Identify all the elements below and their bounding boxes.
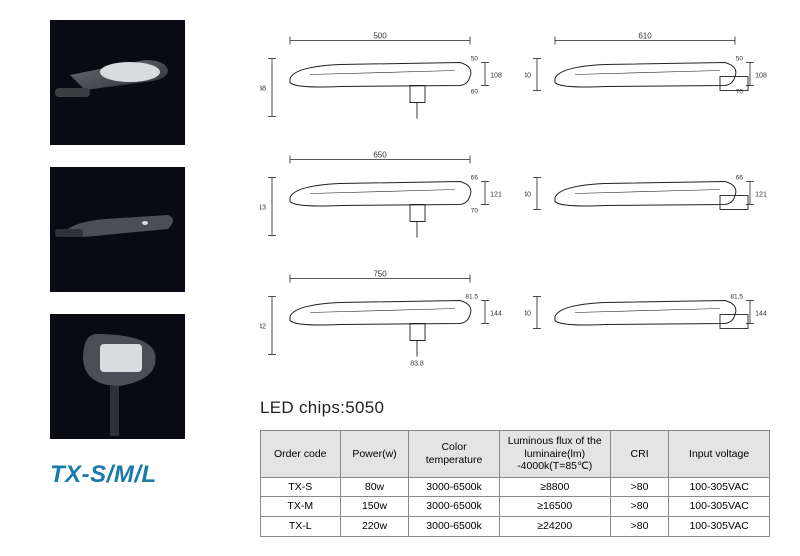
svg-text:70: 70 [736, 89, 744, 96]
table-row: TX-S80w3000-6500k≥8800>80100-305VAC [261, 477, 770, 497]
svg-text:108: 108 [755, 73, 767, 80]
technical-drawing-5: 750 144 81.5 242 83.8 [260, 266, 505, 371]
cell-ct: 3000-6500k [409, 516, 499, 536]
svg-text:50: 50 [471, 56, 479, 63]
svg-text:81.5: 81.5 [465, 294, 478, 301]
spec-section: LED chips:5050 Order code Power(w) Color… [260, 398, 770, 537]
th-lum: Luminous flux of the luminaire(lm) -4000… [499, 431, 610, 478]
cell-order: TX-S [261, 477, 341, 497]
product-photo-2 [50, 167, 185, 292]
product-photo-1 [50, 20, 185, 145]
th-ct: Color temperature [409, 431, 499, 478]
cell-ct: 3000-6500k [409, 477, 499, 497]
cell-lum: ≥16500 [499, 497, 610, 517]
svg-text:66: 66 [736, 175, 744, 182]
svg-text:81.5: 81.5 [730, 294, 743, 301]
cell-iv: 100-305VAC [669, 477, 770, 497]
svg-text:238: 238 [260, 86, 266, 93]
technical-drawing-2: 610 108 50 70 140 [525, 28, 770, 133]
led-chips-label: LED chips:5050 [260, 398, 770, 418]
th-iv: Input voltage [669, 431, 770, 478]
svg-text:750: 750 [373, 270, 387, 279]
table-row: TX-M150w3000-6500k≥16500>80100-305VAC [261, 497, 770, 517]
cell-cri: >80 [610, 516, 668, 536]
cell-power: 220w [340, 516, 409, 536]
cell-cri: >80 [610, 497, 668, 517]
cell-order: TX-M [261, 497, 341, 517]
cell-lum: ≥8800 [499, 477, 610, 497]
svg-text:50: 50 [736, 56, 744, 63]
svg-text:650: 650 [373, 151, 387, 160]
cell-iv: 100-305VAC [669, 516, 770, 536]
cell-power: 150w [340, 497, 409, 517]
svg-text:140: 140 [525, 73, 531, 80]
product-photo-3 [50, 314, 185, 439]
cell-ct: 3000-6500k [409, 497, 499, 517]
technical-drawing-1: 500 108 50 60 238 [260, 28, 505, 133]
svg-text:66: 66 [471, 175, 479, 182]
cell-cri: >80 [610, 477, 668, 497]
svg-text:144: 144 [755, 311, 767, 318]
th-order: Order code [261, 431, 341, 478]
spec-table: Order code Power(w) Color temperature Lu… [260, 430, 770, 537]
th-cri: CRI [610, 431, 668, 478]
technical-drawing-3: 650 121 66 70 213 [260, 147, 505, 252]
table-row: TX-L220w3000-6500k≥24200>80100-305VAC [261, 516, 770, 536]
svg-text:242: 242 [260, 324, 266, 331]
cell-power: 80w [340, 477, 409, 497]
svg-text:121: 121 [490, 192, 502, 199]
svg-text:70: 70 [471, 208, 479, 215]
svg-text:213: 213 [260, 205, 266, 212]
svg-text:144: 144 [490, 311, 502, 318]
svg-text:83.8: 83.8 [410, 361, 424, 368]
svg-text:610: 610 [638, 32, 652, 41]
cell-lum: ≥24200 [499, 516, 610, 536]
svg-text:140: 140 [525, 311, 531, 318]
technical-drawing-4: 121 66 140 [525, 147, 770, 252]
model-label: TX-S/M/L [50, 461, 185, 489]
svg-text:121: 121 [755, 192, 767, 199]
spec-table-body: TX-S80w3000-6500k≥8800>80100-305VACTX-M1… [261, 477, 770, 536]
svg-text:500: 500 [373, 32, 387, 41]
cell-order: TX-L [261, 516, 341, 536]
svg-text:108: 108 [490, 73, 502, 80]
svg-text:140: 140 [525, 192, 531, 199]
th-power: Power(w) [340, 431, 409, 478]
technical-drawing-6: 144 81.5 140 [525, 266, 770, 371]
svg-text:60: 60 [471, 89, 479, 96]
technical-drawings-grid: 500 108 50 60 238 610 108 50 70 [260, 28, 770, 371]
product-photos-column: TX-S/M/L [50, 20, 185, 489]
cell-iv: 100-305VAC [669, 497, 770, 517]
